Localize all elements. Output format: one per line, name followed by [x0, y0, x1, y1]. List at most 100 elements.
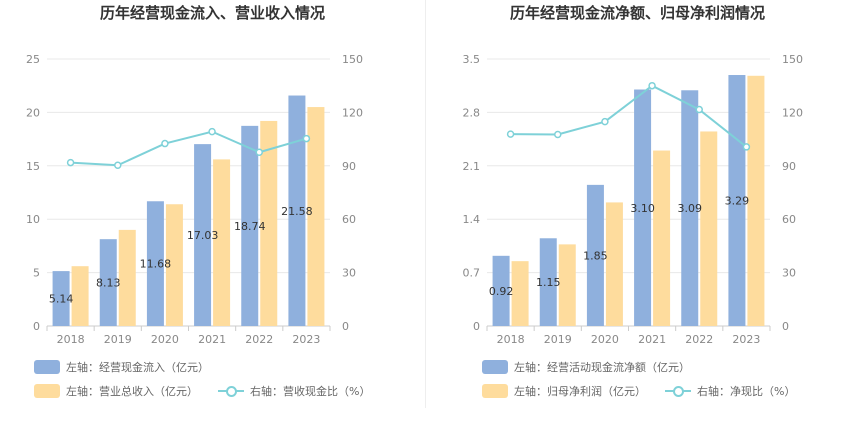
- line-point: [506, 130, 515, 138]
- y-right-tick-label: 150: [782, 53, 803, 66]
- bar-1: [634, 89, 652, 326]
- legend-label: 右轴：净现比（%）: [697, 385, 796, 398]
- x-tick-label: 2019: [544, 333, 572, 346]
- bar-2: [71, 266, 89, 326]
- x-tick-label: 2022: [245, 333, 273, 346]
- line-point: [648, 81, 656, 90]
- legend-line-icon: [665, 384, 691, 398]
- chart-title: 历年经营现金流入、营业收入情况: [99, 4, 325, 22]
- y-left-tick-label: 2.1: [463, 160, 481, 173]
- legend-item-series-1[interactable]: 左轴：经营活动现金流净额（亿元）: [482, 359, 690, 375]
- x-tick-label: 2018: [57, 333, 85, 346]
- bar-2: [558, 244, 576, 326]
- y-right-tick-label: 150: [342, 53, 363, 66]
- legend-item-series-3[interactable]: 右轴：营收现金比（%）: [218, 383, 370, 399]
- legend-swatch-icon: [482, 384, 508, 398]
- line-point: [554, 130, 562, 139]
- bar-1: [586, 184, 604, 326]
- bar-value-label: 1.85: [583, 249, 608, 262]
- legend-item-series-2[interactable]: 左轴：归母净利润（亿元）: [482, 383, 646, 399]
- line-point: [302, 134, 311, 143]
- y-left-tick-label: 5: [33, 267, 40, 280]
- bar-value-label: 3.09: [678, 202, 703, 215]
- y-right-tick-label: 0: [342, 320, 349, 333]
- bar-1: [728, 75, 746, 327]
- y-left-tick-label: 10: [26, 213, 40, 226]
- bar-2: [260, 120, 278, 326]
- y-right-tick-label: 120: [782, 106, 803, 119]
- bar-value-label: 0.92: [489, 285, 513, 298]
- bar-2: [700, 131, 718, 326]
- y-left-tick-label: 0.7: [463, 267, 481, 280]
- x-tick-label: 2021: [638, 333, 666, 346]
- y-left-tick-label: 1.4: [463, 213, 481, 226]
- y-right-tick-label: 0: [782, 320, 789, 333]
- bar-1: [241, 125, 259, 326]
- bar-2: [511, 261, 529, 326]
- bar-2: [213, 159, 231, 326]
- legend-swatch-icon: [34, 384, 60, 398]
- chart-panel-cashflow-revenue: 历年经营现金流入、营业收入情况 0 0 5 30 10 60 15 90 20 120 25 150 2…: [26, 4, 370, 399]
- y-right-tick-label: 120: [342, 106, 363, 119]
- x-tick-label: 2021: [198, 333, 226, 346]
- bar-1: [288, 95, 306, 326]
- legend-swatch-icon: [34, 360, 60, 374]
- y-left-tick-label: 20: [26, 106, 40, 119]
- bar-1: [146, 201, 164, 326]
- y-right-tick-label: 60: [782, 213, 796, 226]
- bar-1: [194, 144, 212, 326]
- legend-label: 左轴：归母净利润（亿元）: [514, 385, 646, 398]
- bar-1: [52, 271, 70, 326]
- line-point: [161, 139, 169, 148]
- legend-swatch-icon: [482, 360, 508, 374]
- line-series: [510, 84, 748, 148]
- line-point: [695, 105, 703, 114]
- bar-2: [605, 202, 623, 326]
- line-point: [255, 148, 263, 157]
- bar-1: [492, 255, 510, 326]
- x-tick-label: 2018: [497, 333, 525, 346]
- panel-divider: [425, 0, 426, 408]
- y-right-tick-label: 90: [782, 160, 796, 173]
- bar-1: [681, 90, 699, 326]
- bar-value-label: 3.10: [630, 202, 655, 215]
- bar-value-label: 17.03: [187, 229, 219, 242]
- x-tick-label: 2023: [732, 333, 760, 346]
- legend-item-series-1[interactable]: 左轴：经营现金流入（亿元）: [34, 359, 209, 375]
- x-tick-label: 2023: [292, 333, 320, 346]
- line-series: [70, 130, 307, 167]
- x-tick-label: 2020: [591, 333, 619, 346]
- line-point: [742, 143, 751, 151]
- x-tick-label: 2022: [685, 333, 713, 346]
- y-left-tick-label: 25: [26, 53, 40, 66]
- bar-value-label: 18.74: [234, 220, 266, 233]
- line-point: [66, 158, 75, 167]
- y-right-tick-label: 30: [782, 267, 796, 280]
- legend-item-series-3[interactable]: 右轴：净现比（%）: [665, 383, 795, 399]
- legend-label: 左轴：经营现金流入（亿元）: [66, 361, 209, 374]
- bar-2: [165, 204, 183, 326]
- chart-title: 历年经营现金流净额、归母净利润情况: [509, 4, 765, 22]
- y-left-tick-label: 3.5: [463, 53, 481, 66]
- bar-value-label: 3.29: [725, 195, 750, 208]
- y-right-tick-label: 30: [342, 267, 356, 280]
- legend-item-series-2[interactable]: 左轴：营业总收入（亿元）: [34, 383, 198, 399]
- bar-value-label: 8.13: [96, 277, 121, 290]
- y-left-tick-label: 2.8: [463, 106, 481, 119]
- bar-2: [747, 75, 765, 326]
- line-point: [114, 161, 122, 170]
- legend-label: 右轴：营收现金比（%）: [250, 385, 371, 398]
- legend-label: 左轴：经营活动现金流净额（亿元）: [514, 361, 690, 374]
- line-point: [601, 117, 609, 126]
- line-point: [208, 127, 216, 136]
- bar-value-label: 21.58: [281, 205, 313, 218]
- bar-1: [539, 238, 557, 326]
- bar-2: [307, 107, 325, 326]
- bar-value-label: 5.14: [49, 293, 74, 306]
- y-right-tick-label: 90: [342, 160, 356, 173]
- x-tick-label: 2020: [151, 333, 179, 346]
- y-right-tick-label: 60: [342, 213, 356, 226]
- y-left-tick-label: 0: [473, 320, 480, 333]
- y-left-tick-label: 15: [26, 160, 40, 173]
- x-tick-label: 2019: [104, 333, 132, 346]
